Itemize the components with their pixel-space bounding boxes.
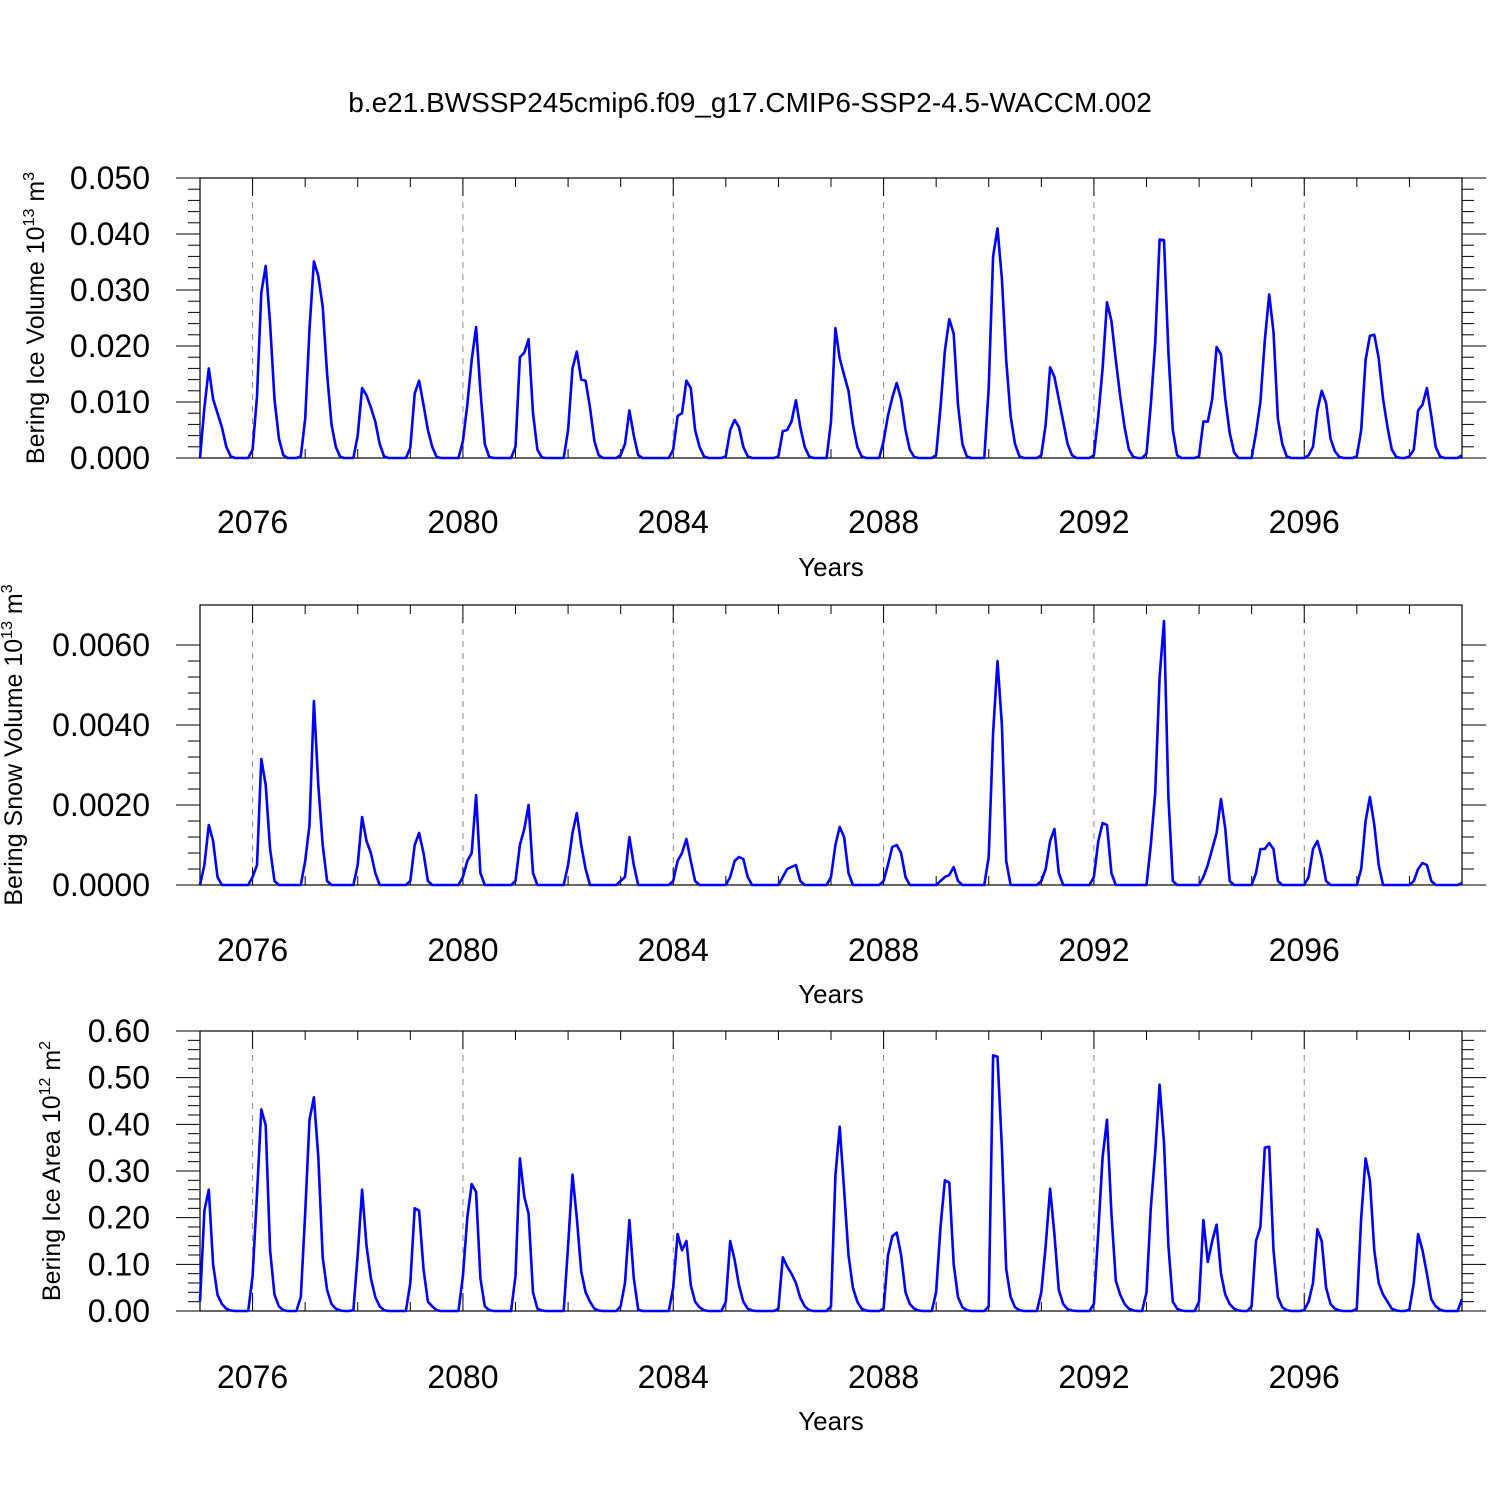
y-axis-title-text: Bering Ice Area 10: [38, 1095, 66, 1301]
x-tick-label: 2076: [217, 1359, 288, 1395]
y-axis-title-text: Bering Ice Volume 10: [22, 226, 50, 464]
plot-frame: [199, 177, 1463, 459]
x-tick-label: 2096: [1269, 932, 1340, 968]
x-tick-label: 2096: [1269, 504, 1340, 540]
y-axis-title-text: Bering Snow Volume 10: [0, 639, 28, 906]
x-tick-label: 2088: [848, 932, 919, 968]
y-tick-label: 0.010: [70, 384, 150, 420]
y-axis-title-unit-sup: 3: [0, 584, 16, 593]
y-tick-label: 0.50: [88, 1060, 150, 1096]
x-tick-label: 2096: [1269, 1359, 1340, 1395]
x-tick-label: 2080: [427, 932, 498, 968]
plot-frame: [199, 604, 1463, 886]
series-line: [198, 227, 1463, 460]
x-tick-label: 2080: [427, 1359, 498, 1395]
y-tick-label: 0.00: [88, 1293, 150, 1329]
x-tick-label: 2092: [1058, 1359, 1129, 1395]
y-axis-title-sup: 13: [0, 621, 16, 639]
y-tick-label: 0.000: [70, 440, 150, 476]
y-tick-label: 0.0020: [52, 787, 150, 823]
y-tick-label: 0.20: [88, 1200, 150, 1236]
y-axis-title-unit: m: [0, 593, 28, 621]
y-tick-label: 0.60: [88, 1013, 150, 1049]
y-tick-label: 0.0000: [52, 867, 150, 903]
y-axis-title-unit: m: [22, 181, 50, 209]
y-axis-title: Bering Ice Volume 1013 m3: [21, 172, 50, 464]
y-tick-label: 0.050: [70, 160, 150, 196]
x-tick-label: 2080: [427, 504, 498, 540]
y-axis-title-sup: 12: [37, 1077, 54, 1095]
y-tick-label: 0.020: [70, 328, 150, 364]
x-tick-label: 2092: [1058, 504, 1129, 540]
panel-1: 0.000 0.010 0.020 0.030 0.040 0.050 2076 2080 20…: [21, 160, 1486, 582]
y-axis-title: Bering Ice Area 1012 m2: [37, 1041, 66, 1301]
x-axis-title: Years: [798, 1406, 864, 1436]
y-axis-title-unit-sup: 2: [37, 1041, 54, 1050]
x-tick-label: 2088: [848, 1359, 919, 1395]
x-tick-label: 2092: [1058, 932, 1129, 968]
y-tick-label: 0.10: [88, 1246, 150, 1282]
chart-title: b.e21.BWSSP245cmip6.f09_g17.CMIP6-SSP2-4…: [348, 87, 1152, 118]
x-tick-label: 2084: [638, 932, 709, 968]
panel-3: 0.00 0.10 0.20 0.30 0.40 0.50 0.60 2076 2080 2084…: [37, 1013, 1486, 1436]
x-tick-label: 2076: [217, 504, 288, 540]
y-tick-label: 0.0040: [52, 707, 150, 743]
y-tick-label: 0.30: [88, 1153, 150, 1189]
y-tick-label: 0.030: [70, 272, 150, 308]
y-tick-label: 0.0060: [52, 627, 150, 663]
series-line: [198, 619, 1463, 887]
y-axis-title: Bering Snow Volume 1013 m3: [0, 584, 28, 905]
x-tick-label: 2084: [638, 504, 709, 540]
y-axis-title-unit: m: [38, 1050, 66, 1078]
y-tick-label: 0.040: [70, 216, 150, 252]
x-axis-title: Years: [798, 552, 864, 582]
panel-2: 0.0000 0.0020 0.0040 0.0060 2076 2080 2084 2088…: [0, 584, 1486, 1009]
y-axis-title-unit-sup: 3: [21, 172, 38, 181]
series-line: [198, 1054, 1464, 1313]
x-tick-label: 2076: [217, 932, 288, 968]
x-axis-title: Years: [798, 979, 864, 1009]
y-tick-label: 0.40: [88, 1106, 150, 1142]
x-tick-label: 2084: [638, 1359, 709, 1395]
plot-frame: [199, 1030, 1463, 1312]
x-tick-label: 2088: [848, 504, 919, 540]
y-axis-title-sup: 13: [21, 209, 38, 227]
